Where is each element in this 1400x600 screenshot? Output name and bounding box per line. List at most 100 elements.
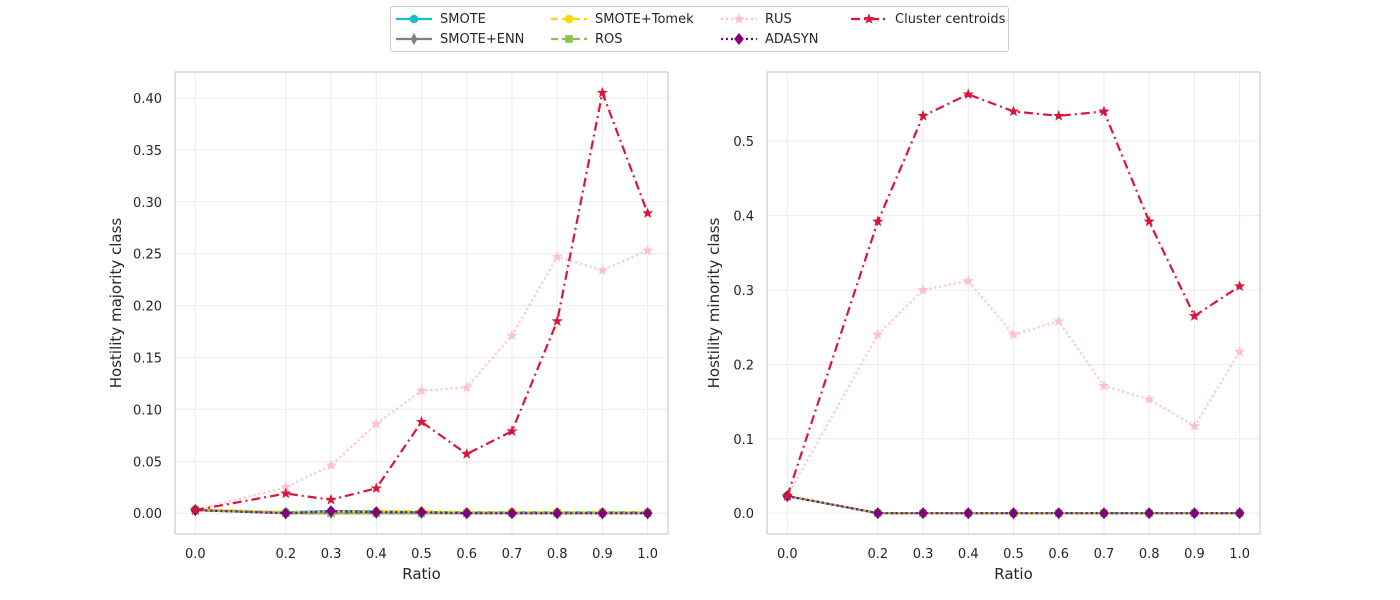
data-point-rus [596, 264, 608, 276]
data-point-adasyn [1189, 507, 1200, 520]
x-tick-label: 0.4 [366, 547, 387, 562]
y-tick-label: 0.10 [133, 403, 162, 418]
series-line-cluster-centroids [786, 93, 1241, 497]
legend-label: RUS [765, 11, 792, 27]
legend-marker [564, 14, 574, 24]
legend-label: ADASYN [765, 31, 819, 47]
data-point-adasyn [507, 507, 517, 520]
data-point-rus [1188, 420, 1200, 431]
data-point-adasyn [872, 507, 883, 520]
data-point-rus [1234, 345, 1246, 357]
legend-marker [409, 14, 419, 24]
axes-frame [766, 71, 1261, 535]
data-point-adasyn [918, 507, 928, 520]
data-point-cluster-centroids [1098, 105, 1110, 117]
series-line-cluster-centroids [195, 91, 649, 512]
chart-panel-1: 0.0 0.2 0.3 0.4 0.5 0.6 0.7 0.8 0.9 1.0 0.00 0.05 0.… [107, 71, 669, 583]
x-axis-label: Ratio [402, 565, 441, 583]
legend-swatch [721, 13, 757, 24]
y-tick-label: 0.20 [133, 300, 162, 315]
legend-item-smote: SMOTE [396, 9, 486, 29]
data-point-cluster-centroids [415, 416, 428, 427]
data-point-rus [917, 284, 929, 295]
legend-swatch [396, 32, 432, 46]
data-point-rus [1007, 328, 1020, 340]
x-tick-label: 0.2 [275, 547, 296, 562]
data-point-rus [962, 275, 974, 286]
legend-label: Cluster centroids [895, 11, 1006, 27]
data-point-adasyn [461, 507, 472, 520]
data-point-cluster-centroids [962, 88, 974, 100]
data-point-cluster-centroids [1234, 280, 1246, 292]
data-point-cluster-centroids [461, 448, 473, 459]
y-tick-label: 0.35 [133, 144, 162, 159]
data-point-cluster-centroids [872, 215, 884, 227]
data-point-cluster-centroids [370, 482, 382, 494]
legend-item-rus: RUS [721, 9, 792, 29]
y-tick-label: 0.15 [133, 352, 162, 367]
legend-label: SMOTE+Tomek [595, 11, 694, 27]
data-point-adasyn [1099, 507, 1109, 520]
y-tick-label: 0.40 [133, 92, 162, 107]
data-point-cluster-centroids [1007, 105, 1020, 117]
data-point-rus [1098, 380, 1110, 391]
legend-swatch [721, 33, 757, 45]
data-point-adasyn [963, 507, 974, 520]
y-tick-label: 0.05 [133, 455, 162, 470]
data-point-cluster-centroids [1188, 310, 1200, 321]
data-point-adasyn [280, 507, 291, 520]
x-tick-label: 1.0 [1229, 547, 1250, 562]
series-line-rus [786, 279, 1241, 497]
data-point-cluster-centroids [1143, 215, 1155, 227]
data-point-cluster-centroids [1053, 110, 1065, 121]
legend-item-cluster-centroids: Cluster centroids [851, 9, 1005, 29]
x-tick-label: 0.6 [1048, 547, 1069, 562]
legend-item-ros: ROS [551, 29, 623, 49]
x-tick-label: 0.2 [867, 547, 888, 562]
data-point-cluster-centroids [551, 315, 563, 326]
legend-label: ROS [595, 31, 623, 47]
chart-legend: SMOTE SMOTE+ENN SMOTE+Tomek ROS RUS ADASYN Clu… [390, 6, 1009, 52]
legend-item-smote-tomek: SMOTE+Tomek [551, 9, 694, 29]
x-tick-label: 0.7 [502, 547, 523, 562]
y-axis-label: Hostility majority class [107, 218, 125, 389]
y-tick-label: 0.5 [733, 135, 754, 150]
series-adasyn [190, 504, 653, 520]
data-point-rus [872, 328, 884, 340]
x-axis-label: Ratio [994, 565, 1033, 583]
legend-swatch [396, 14, 432, 24]
series-rus [189, 244, 654, 515]
x-tick-label: 0.5 [1003, 547, 1024, 562]
data-point-adasyn [642, 507, 653, 520]
y-tick-label: 0.3 [733, 284, 754, 299]
axes-frame [174, 71, 669, 535]
legend-item-adasyn: ADASYN [721, 29, 819, 49]
x-tick-label: 0.4 [958, 547, 979, 562]
data-point-cluster-centroids [280, 487, 292, 499]
x-tick-label: 0.8 [1139, 547, 1160, 562]
series-line-ros [195, 509, 648, 515]
y-tick-label: 0.0 [733, 507, 754, 522]
x-tick-label: 0.5 [411, 547, 432, 562]
y-tick-label: 0.00 [133, 507, 162, 522]
y-axis-label: Hostility minority class [705, 217, 723, 388]
x-tick-label: 0.0 [185, 547, 206, 562]
legend-marker [565, 35, 573, 43]
x-tick-label: 0.7 [1094, 547, 1115, 562]
legend-marker [410, 32, 418, 46]
data-point-rus [1143, 393, 1155, 405]
data-point-adasyn [552, 507, 563, 520]
y-tick-label: 0.2 [733, 358, 754, 373]
legend-label: SMOTE+ENN [440, 31, 525, 47]
data-point-adasyn [1144, 507, 1155, 520]
data-point-cluster-centroids [917, 110, 929, 121]
legend-swatch [551, 35, 587, 43]
series-adasyn [782, 490, 1245, 520]
chart-panel-2: 0.0 0.2 0.3 0.4 0.5 0.6 0.7 0.8 0.9 1.0 0.0 0.1 0.2 0… [705, 71, 1261, 583]
data-point-adasyn [416, 506, 427, 519]
y-tick-label: 0.1 [733, 433, 754, 448]
data-point-adasyn [326, 505, 336, 518]
legend-item-smote-enn: SMOTE+ENN [396, 29, 524, 49]
data-point-rus [370, 418, 382, 429]
